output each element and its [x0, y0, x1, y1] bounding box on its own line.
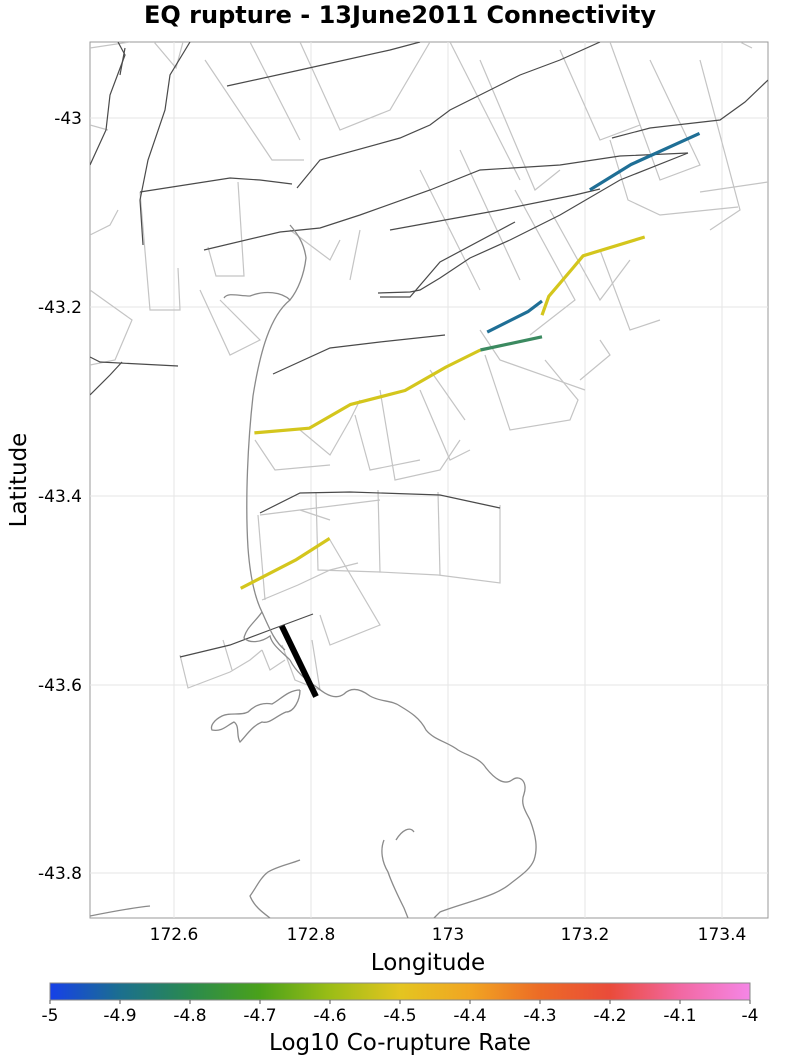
- fault-traces: [90, 42, 768, 658]
- colorbar-tick-label: -4.5: [383, 1006, 416, 1026]
- rupture-section-blue-northeast: [589, 131, 701, 192]
- x-axis: 172.6 172.8 173 173.2 173.4 Longitude: [150, 925, 747, 976]
- colorbar-tick-label: -4.1: [663, 1006, 696, 1026]
- colorbar-label: Log10 Co-rupture Rate: [269, 1030, 531, 1056]
- y-tick-label: -43.6: [38, 676, 82, 696]
- rupture-section-yellow-northeast: [540, 235, 646, 316]
- y-axis: -43 -43.2 -43.4 -43.6 -43.8 Latitude: [6, 109, 82, 884]
- colorbar-tick-label: -4.8: [173, 1006, 206, 1026]
- rupture-section-yellow-central: [254, 348, 482, 435]
- y-tick-label: -43: [54, 109, 82, 129]
- y-tick-label: -43.2: [38, 298, 82, 318]
- colorbar-tick-label: -4.3: [523, 1006, 556, 1026]
- x-tick-label: 173.4: [698, 925, 747, 945]
- rupture-section-blue-central: [486, 299, 543, 334]
- rupture-sections: [239, 131, 701, 698]
- x-tick-label: 173: [432, 925, 464, 945]
- gridlines: [90, 42, 768, 918]
- y-axis-label: Latitude: [6, 433, 32, 528]
- colorbar-tick-label: -4.6: [313, 1006, 346, 1026]
- rupture-section-source: [279, 624, 319, 698]
- colorbar-tick-label: -4: [742, 1006, 759, 1026]
- colorbar-tick-label: -4.9: [103, 1006, 136, 1026]
- colorbar-tick-label: -4.7: [243, 1006, 276, 1026]
- rupture-section-yellow-southwest: [239, 537, 331, 590]
- x-tick-label: 172.8: [287, 925, 336, 945]
- chart-title: EQ rupture - 13June2011 Connectivity: [144, 1, 656, 29]
- y-tick-label: -43.4: [38, 487, 82, 507]
- colorbar-gradient: [49, 982, 751, 1001]
- x-axis-label: Longitude: [371, 950, 485, 976]
- plot-area: [89, 41, 769, 919]
- x-tick-label: 173.2: [561, 925, 610, 945]
- rupture-section-green-segment: [480, 335, 543, 352]
- y-tick-label: -43.8: [38, 864, 82, 884]
- colorbar-tick-label: -4.2: [593, 1006, 626, 1026]
- x-tick-label: 172.6: [150, 925, 199, 945]
- colorbar: -5 -4.9 -4.8 -4.7 -4.6 -4.5 -4.4 -4.3 -4.2 -4.1 -4…: [42, 982, 759, 1056]
- colorbar-tick-label: -4.4: [453, 1006, 486, 1026]
- colorbar-tick-label: -5: [42, 1006, 59, 1026]
- coastline: [90, 224, 537, 918]
